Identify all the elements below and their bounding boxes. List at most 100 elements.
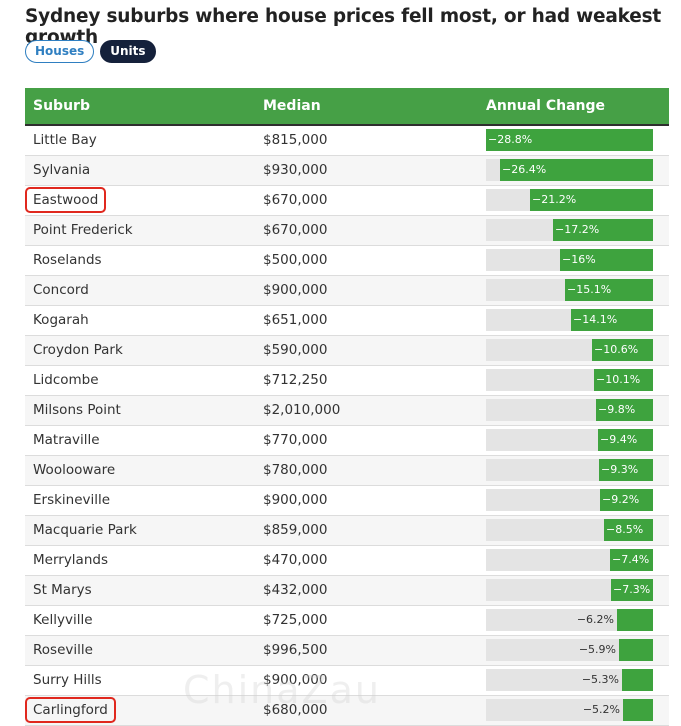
median-price: $900,000 [263,672,328,688]
change-bar [622,669,653,691]
change-label: −9.8% [598,403,636,416]
bar-track: −9.2% [486,489,653,511]
median-price: $670,000 [263,222,328,238]
change-bar [617,609,653,631]
change-bar [571,309,653,331]
change-bar [592,339,653,361]
bar-track: −6.2% [486,609,653,631]
bar-track: −5.2% [486,699,653,721]
suburb-name: Milsons Point [33,402,121,418]
change-label: −10.6% [594,343,639,356]
suburb-name: Macquarie Park [33,522,137,538]
bar-track: −15.1% [486,279,653,301]
property-type-tabs: Houses Units [25,40,156,63]
table-body: Little Bay $815,000 −28.8% Sylvania $930,000… [24,126,669,726]
table-row: Matraville $770,000 −9.4% [25,426,669,456]
suburb-name: Woolooware [33,462,116,478]
median-price: $712,250 [263,372,328,388]
table-row: Macquarie Park $859,000 −8.5% [25,516,669,546]
change-label: −5.2% [582,703,620,716]
change-bar [619,639,653,661]
change-label: −7.4% [612,553,650,566]
table-row: Surry Hills $900,000 −5.3% [25,666,669,696]
suburb-name: Eastwood [24,187,107,213]
median-price: $2,010,000 [263,402,341,418]
table-row: Kogarah $651,000 −14.1% [25,306,669,336]
table-row: Eastwood $670,000 −21.2% [24,186,669,216]
change-label: −9.3% [601,463,639,476]
bar-track: −9.8% [486,399,653,421]
median-price: $670,000 [263,192,328,208]
median-price: $996,500 [263,642,328,658]
median-price: $815,000 [263,132,328,148]
change-label: −9.4% [600,433,638,446]
table-row: Carlingford $680,000 −5.2% [25,696,669,726]
median-price: $859,000 [263,522,328,538]
change-bar [594,369,653,391]
change-label: −15.1% [567,283,612,296]
change-label: −14.1% [573,313,618,326]
change-label: −17.2% [555,223,600,236]
suburb-name: St Marys [33,582,92,598]
bar-track: −21.2% [486,189,653,211]
change-bar [598,429,653,451]
change-label: −8.5% [606,523,644,536]
table-row: Point Frederick $670,000 −17.2% [25,216,669,246]
table-row: Merrylands $470,000 −7.4% [25,546,669,576]
bar-track: −14.1% [486,309,653,331]
change-bar [596,399,653,421]
table-row: Lidcombe $712,250 −10.1% [25,366,669,396]
table-row: Little Bay $815,000 −28.8% [25,126,669,156]
suburb-name: Merrylands [33,552,108,568]
median-price: $470,000 [263,552,328,568]
median-price: $900,000 [263,492,328,508]
suburb-name: Roseville [33,642,93,658]
median-price: $680,000 [263,702,328,718]
tab-units[interactable]: Units [100,40,156,63]
median-price: $780,000 [263,462,328,478]
column-header-median[interactable]: Median [263,98,321,114]
change-bar [611,579,653,601]
change-label: −6.2% [576,613,614,626]
change-label: −21.2% [532,193,577,206]
median-price: $651,000 [263,312,328,328]
change-bar [623,699,653,721]
suburb-name: Lidcombe [33,372,99,388]
median-price: $432,000 [263,582,328,598]
bar-track: −10.1% [486,369,653,391]
change-bar [553,219,653,241]
change-bar [486,129,653,151]
price-change-table: Suburb Median Annual Change Little Bay $8… [24,88,669,726]
suburb-name: Concord [33,282,89,298]
change-bar [530,189,653,211]
table-row: Roselands $500,000 −16% [25,246,669,276]
table-row: Woolooware $780,000 −9.3% [25,456,669,486]
change-bar [600,489,653,511]
column-header-annual-change[interactable]: Annual Change [486,98,606,114]
table-row: Concord $900,000 −15.1% [25,276,669,306]
bar-track: −16% [486,249,653,271]
change-label: −7.3% [613,583,651,596]
table-row: Roseville $996,500 −5.9% [25,636,669,666]
column-header-suburb[interactable]: Suburb [33,98,90,114]
suburb-name: Matraville [33,432,100,448]
suburb-name: Carlingford [25,697,116,723]
suburb-name: Surry Hills [33,672,102,688]
table-row: Kellyville $725,000 −6.2% [25,606,669,636]
suburb-name: Sylvania [33,162,91,178]
tab-houses[interactable]: Houses [25,40,95,63]
table-row: Croydon Park $590,000 −10.6% [25,336,669,366]
median-price: $900,000 [263,282,328,298]
suburb-name: Little Bay [33,132,97,148]
change-label: −16% [562,253,596,266]
bar-track: −9.3% [486,459,653,481]
median-price: $590,000 [263,342,328,358]
change-bar [599,459,653,481]
bar-track: −17.2% [486,219,653,241]
median-price: $500,000 [263,252,328,268]
suburb-name: Croydon Park [33,342,123,358]
median-price: $770,000 [263,432,328,448]
bar-track: −7.3% [486,579,653,601]
table-row: St Marys $432,000 −7.3% [25,576,669,606]
median-price: $930,000 [263,162,328,178]
